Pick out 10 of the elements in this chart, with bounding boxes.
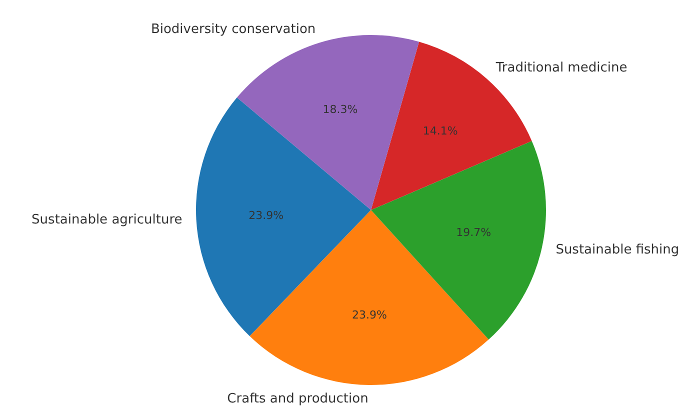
data-label: 23.9% — [248, 209, 284, 222]
data-label: 19.7% — [456, 226, 492, 239]
data-label: 14.1% — [422, 124, 458, 138]
slice-label: Sustainable fishing — [556, 242, 680, 258]
slice-label: Traditional medicine — [494, 60, 628, 76]
data-label: 23.9% — [352, 308, 387, 322]
slice-label: Crafts and production — [227, 391, 368, 406]
slice-label: Sustainable agriculture — [32, 212, 182, 228]
data-label: 18.3% — [322, 103, 358, 116]
slice-label: Biodiversity conservation — [150, 22, 316, 37]
